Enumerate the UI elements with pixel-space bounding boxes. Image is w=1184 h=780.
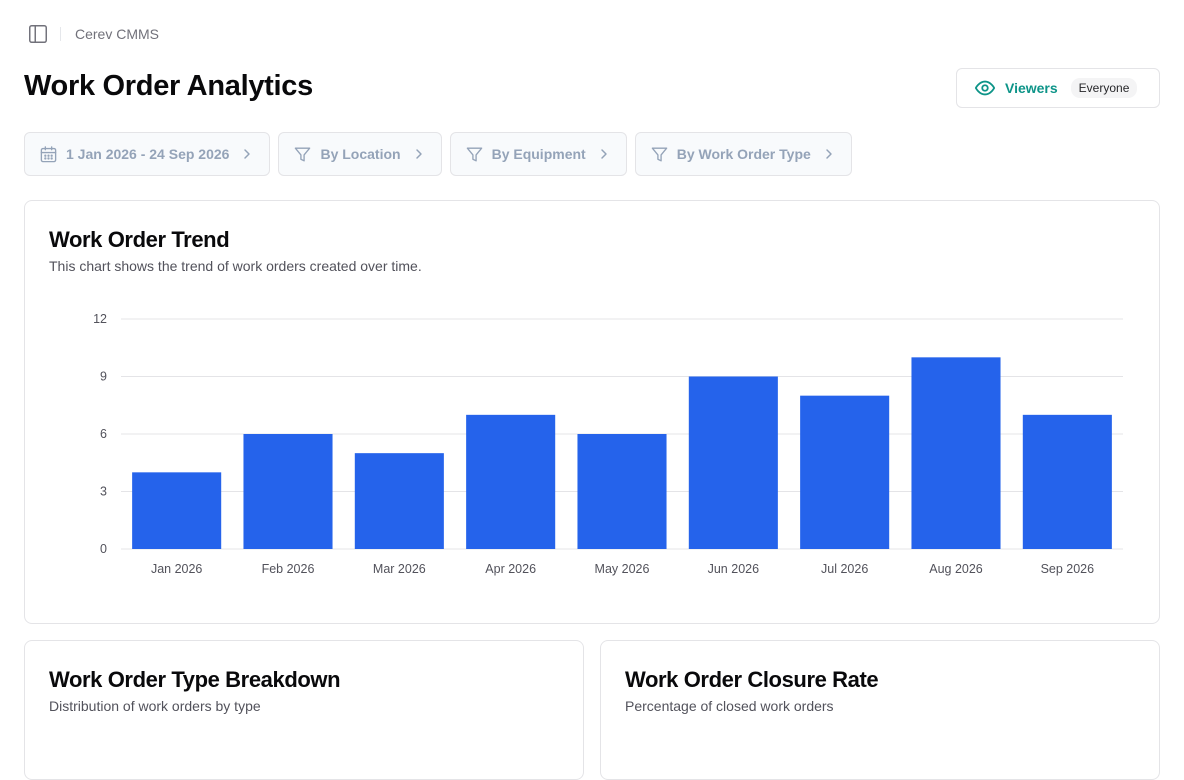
y-tick-label: 3 (100, 485, 107, 499)
eye-icon (974, 77, 996, 99)
bar (1022, 414, 1112, 549)
viewers-label: Viewers (1005, 80, 1058, 96)
calendar-icon (39, 145, 58, 164)
chevron-right-icon (596, 146, 612, 162)
location-filter[interactable]: By Location (278, 132, 442, 176)
chevron-right-icon (239, 146, 255, 162)
chevron-right-icon (821, 146, 837, 162)
x-tick-label: Aug 2026 (929, 562, 983, 576)
date-range-label: 1 Jan 2026 - 24 Sep 2026 (66, 146, 230, 162)
card-subtitle: This chart shows the trend of work order… (49, 258, 422, 274)
work-order-type-breakdown-card: Work Order Type Breakdown Distribution o… (24, 640, 584, 780)
card-title: Work Order Trend (49, 227, 230, 252)
sidebar-toggle-icon[interactable] (24, 22, 52, 46)
card-title: Work Order Type Breakdown (49, 667, 341, 692)
bar (354, 453, 444, 549)
bar (911, 357, 1001, 549)
bar (800, 395, 890, 549)
x-tick-label: Mar 2026 (373, 562, 426, 576)
chevron-right-icon (411, 146, 427, 162)
y-tick-label: 9 (100, 370, 107, 384)
filter-icon (465, 145, 484, 164)
y-tick-label: 6 (100, 427, 107, 441)
x-tick-label: Jun 2026 (708, 562, 759, 576)
breadcrumb[interactable]: Cerev CMMS (75, 26, 160, 42)
bar (466, 414, 556, 549)
trend-bar-chart: 0 3 6 9 12 Jan 2026 Feb 2026 Mar 2026 Apr 2026 Ma… (93, 312, 1123, 576)
viewers-badge: Everyone (1070, 78, 1138, 98)
divider (60, 27, 61, 41)
equipment-filter-label: By Equipment (491, 146, 586, 162)
filter-icon (650, 145, 669, 164)
x-tick-label: Apr 2026 (485, 562, 536, 576)
card-subtitle: Distribution of work orders by type (49, 698, 261, 714)
top-bar: Cerev CMMS (24, 22, 159, 46)
work-order-type-filter-label: By Work Order Type (676, 146, 811, 162)
viewers-button[interactable]: Viewers Everyone (956, 68, 1160, 108)
x-tick-label: Jan 2026 (151, 562, 202, 576)
work-order-type-filter[interactable]: By Work Order Type (634, 132, 852, 176)
y-tick-label: 12 (93, 312, 107, 326)
bar (132, 472, 222, 549)
x-tick-label: Feb 2026 (262, 562, 315, 576)
location-filter-label: By Location (320, 146, 401, 162)
card-title: Work Order Closure Rate (625, 667, 879, 692)
bar (688, 376, 778, 549)
bar (577, 434, 667, 549)
y-tick-label: 0 (100, 542, 107, 556)
page-title: Work Order Analytics (24, 70, 313, 102)
work-order-closure-rate-card: Work Order Closure Rate Percentage of cl… (600, 640, 1160, 780)
work-order-trend-card: Work Order Trend This chart shows the tr… (24, 200, 1160, 624)
x-tick-label: May 2026 (595, 562, 650, 576)
bar (243, 434, 333, 549)
filter-icon (293, 145, 312, 164)
card-subtitle: Percentage of closed work orders (625, 698, 834, 714)
x-tick-label: Jul 2026 (821, 562, 868, 576)
filter-bar: 1 Jan 2026 - 24 Sep 2026 By Location By … (24, 132, 852, 176)
x-tick-label: Sep 2026 (1041, 562, 1095, 576)
equipment-filter[interactable]: By Equipment (449, 132, 627, 176)
date-range-filter[interactable]: 1 Jan 2026 - 24 Sep 2026 (24, 132, 271, 176)
